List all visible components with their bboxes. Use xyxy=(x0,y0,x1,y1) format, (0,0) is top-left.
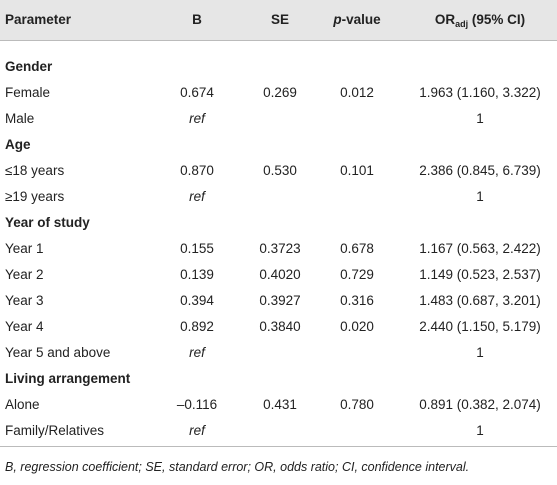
cell: 0.3927 xyxy=(259,293,301,308)
data-row: Family/Relatives ref 1 xyxy=(0,418,557,444)
group-row: Living arrangement xyxy=(0,366,557,392)
cell: 0.678 xyxy=(340,241,374,256)
bottom-rule xyxy=(0,446,557,447)
cell: 1.483 (0.687, 3.201) xyxy=(419,293,541,308)
header-cell: ORadj (95% CI) xyxy=(405,0,555,40)
cell: 1 xyxy=(476,345,484,360)
cell: ref xyxy=(189,345,205,360)
cell: 0.892 xyxy=(180,319,214,334)
data-row: ≥19 years ref 1 xyxy=(0,184,557,210)
group-label: Living arrangement xyxy=(5,371,131,386)
group-row: Year of study xyxy=(0,210,557,236)
group-label: Age xyxy=(5,137,31,152)
group-row: Gender xyxy=(0,54,557,80)
cell: 0.020 xyxy=(340,319,374,334)
header-subscript: adj xyxy=(455,19,469,29)
header-row: Parameter B SE p-value ORadj (95% CI) xyxy=(0,0,557,41)
header-cell: SE xyxy=(270,12,289,27)
cell: 0.155 xyxy=(180,241,214,256)
group-row: Age xyxy=(0,132,557,158)
group-label: Gender xyxy=(5,59,53,74)
cell: 0.530 xyxy=(263,163,297,178)
data-row: Year 3 0.394 0.3927 0.316 1.483 (0.687, 3.20… xyxy=(0,288,557,314)
header-cell: Parameter xyxy=(5,12,72,27)
cell: 0.870 xyxy=(180,163,214,178)
cell: 1 xyxy=(476,423,484,438)
group-label: Year of study xyxy=(5,215,90,230)
cell: Female xyxy=(5,85,51,100)
header-cell: p-value xyxy=(317,0,397,40)
data-row: Female 0.674 0.269 0.012 1.963 (1.160, 3.322… xyxy=(0,80,557,106)
cell: 0.012 xyxy=(340,85,374,100)
cell: 0.780 xyxy=(340,397,374,412)
cell: Year 3 xyxy=(5,293,44,308)
cell: Year 4 xyxy=(5,319,44,334)
cell: 0.394 xyxy=(180,293,214,308)
data-row: Year 4 0.892 0.3840 0.020 2.440 (1.150, 5.17… xyxy=(0,314,557,340)
cell: 0.729 xyxy=(340,267,374,282)
data-row: Alone –0.116 0.431 0.780 0.891 (0.382, 2.074… xyxy=(0,392,557,418)
header-text: -value xyxy=(341,12,381,27)
cell: ref xyxy=(189,111,205,126)
cell: 0.139 xyxy=(180,267,214,282)
data-row: Year 5 and above ref 1 xyxy=(0,340,557,366)
data-row: ≤18 years 0.870 0.530 0.101 2.386 (0.845, 6.… xyxy=(0,158,557,184)
cell: 0.431 xyxy=(263,397,297,412)
cell: 0.4020 xyxy=(259,267,301,282)
cell: 1 xyxy=(476,189,484,204)
cell: ref xyxy=(189,189,205,204)
cell: 0.101 xyxy=(340,163,374,178)
cell: Family/Relatives xyxy=(5,423,105,438)
cell: 2.440 (1.150, 5.179) xyxy=(419,319,541,334)
cell: 0.891 (0.382, 2.074) xyxy=(419,397,541,412)
cell: Alone xyxy=(5,397,40,412)
header-text: (95% CI) xyxy=(468,12,526,27)
data-row: Year 1 0.155 0.3723 0.678 1.167 (0.563, 2.42… xyxy=(0,236,557,262)
cell: 0.316 xyxy=(340,293,374,308)
data-row: Male ref 1 xyxy=(0,106,557,132)
cell: 0.269 xyxy=(263,85,297,100)
cell: ≤18 years xyxy=(5,163,65,178)
cell: –0.116 xyxy=(176,397,218,412)
cell: Year 5 and above xyxy=(5,345,111,360)
cell: 1.167 (0.563, 2.422) xyxy=(419,241,541,256)
cell: 1.149 (0.523, 2.537) xyxy=(419,267,541,282)
cell: ref xyxy=(189,423,205,438)
header-text: p xyxy=(333,12,342,27)
data-row: Year 2 0.139 0.4020 0.729 1.149 (0.523, 2.53… xyxy=(0,262,557,288)
cell: Male xyxy=(5,111,35,126)
cell: 2.386 (0.845, 6.739) xyxy=(419,163,541,178)
cell: 0.3840 xyxy=(259,319,301,334)
cell: Year 1 xyxy=(5,241,44,256)
footnote: B, regression coefficient; SE, standard … xyxy=(5,460,470,474)
cell: 1 xyxy=(476,111,484,126)
cell: 0.3723 xyxy=(259,241,301,256)
header-text: OR xyxy=(434,12,456,27)
cell: 0.674 xyxy=(180,85,214,100)
header-cell: B xyxy=(192,12,202,27)
cell: Year 2 xyxy=(5,267,44,282)
cell: ≥19 years xyxy=(5,189,65,204)
cell: 1.963 (1.160, 3.322) xyxy=(419,85,541,100)
